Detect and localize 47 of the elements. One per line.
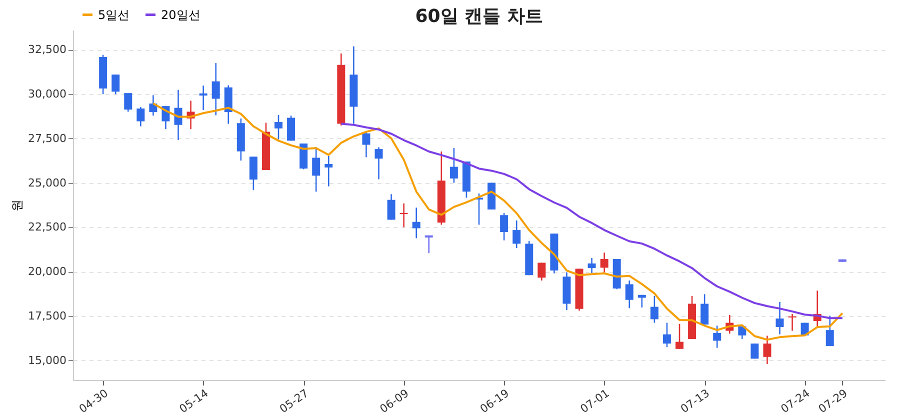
candlestick [826,315,834,347]
candlestick [776,301,784,335]
candlestick [424,234,433,254]
y-tick-label: 15,000 [28,354,66,367]
candlestick [212,62,220,116]
line-series [340,122,844,320]
candlestick [713,324,722,348]
candlestick [199,84,208,111]
candlestick [274,114,282,140]
candlestick [625,280,634,309]
y-axis-title: 원 [10,200,24,212]
chart-title: 60일 캔들 차트 [415,6,543,27]
y-tick-label: 25,000 [28,176,66,190]
candlestick [650,295,658,324]
candlestick [738,326,746,340]
y-tick-label: 27,500 [28,132,66,145]
candlestick [750,342,759,360]
candlestick [600,252,608,273]
candlestick [362,130,370,158]
candlestick [324,155,333,187]
candlestick [588,257,596,274]
y-tick-label: 30,000 [28,87,66,100]
y-tick-label: 17,500 [28,310,66,323]
y-tick-label: 20,000 [28,265,66,278]
candlestick [287,114,296,142]
candlestick [500,212,508,242]
candlestick [124,92,132,112]
candlestick [662,322,671,348]
candlestick [374,146,383,180]
candlestick [538,262,546,282]
y-tick-label: 22,500 [28,220,66,234]
candlestick [412,207,420,239]
candlestick [136,106,145,127]
legend-label: 20일선 [161,8,200,22]
candlestick [400,202,408,228]
candlestick [700,294,709,326]
candlestick [512,220,521,249]
candlestick [763,335,772,365]
candlestick [387,194,396,220]
legend-label: 5일선 [98,8,130,22]
y-tick-label: 32,500 [28,43,66,56]
candlestick [312,146,320,192]
candlestick [676,323,684,350]
candlestick [788,313,796,332]
candlestick [450,147,458,184]
candlestick [112,74,120,95]
candlestick [249,156,258,191]
